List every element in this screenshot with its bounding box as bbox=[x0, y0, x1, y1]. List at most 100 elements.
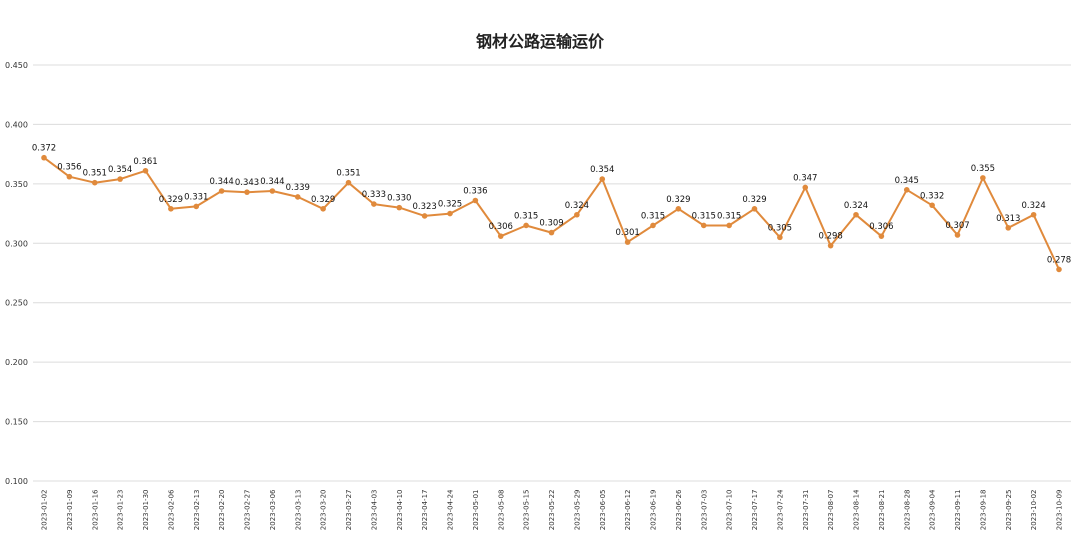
data-label: 0.324 bbox=[1021, 201, 1045, 211]
x-tick-label: 2023-04-03 bbox=[370, 490, 378, 531]
data-point bbox=[523, 222, 529, 229]
data-label: 0.324 bbox=[565, 201, 589, 211]
data-label: 0.354 bbox=[590, 165, 614, 175]
gridlines bbox=[33, 64, 1071, 482]
data-label: 0.315 bbox=[717, 211, 741, 221]
x-tick-label: 2023-06-12 bbox=[624, 490, 632, 531]
data-point bbox=[396, 204, 403, 211]
chart-title: 钢材公路运输运价 bbox=[476, 32, 605, 51]
data-label: 0.336 bbox=[463, 186, 487, 196]
x-tick-label: 2023-04-24 bbox=[447, 489, 455, 530]
x-tick-label: 2023-06-26 bbox=[675, 489, 683, 530]
data-label: 0.278 bbox=[1047, 255, 1071, 265]
data-point bbox=[878, 233, 885, 239]
data-point bbox=[954, 232, 961, 238]
x-axis-ticks: 2023-01-02 2023-01-09 2023-01-16 2023-01-23… bbox=[41, 489, 1064, 530]
data-label: 0.309 bbox=[539, 219, 563, 229]
data-point bbox=[1030, 211, 1037, 218]
data-label: 0.345 bbox=[895, 176, 919, 186]
data-point bbox=[294, 194, 301, 200]
data-label: 0.351 bbox=[83, 169, 107, 179]
data-point bbox=[574, 211, 580, 218]
x-tick-label: 2023-03-20 bbox=[320, 490, 328, 531]
data-label: 0.325 bbox=[438, 200, 462, 210]
x-tick-label: 2023-05-15 bbox=[523, 490, 531, 531]
data-point bbox=[599, 176, 606, 182]
data-point bbox=[41, 154, 47, 161]
x-tick-label: 2023-10-09 bbox=[1056, 490, 1064, 531]
x-tick-label: 2023-07-03 bbox=[700, 490, 708, 531]
x-tick-label: 2023-06-05 bbox=[599, 490, 607, 531]
y-tick-label: 0.350 bbox=[5, 180, 28, 189]
data-label: 0.329 bbox=[311, 195, 335, 205]
x-tick-label: 2023-10-02 bbox=[1030, 490, 1038, 531]
data-point bbox=[269, 188, 276, 194]
x-tick-label: 2023-01-30 bbox=[142, 490, 150, 531]
data-label: 0.329 bbox=[742, 195, 766, 205]
data-label: 0.361 bbox=[133, 157, 157, 167]
data-point bbox=[1056, 266, 1062, 273]
x-tick-label: 2023-02-27 bbox=[244, 490, 252, 531]
data-point bbox=[447, 210, 453, 217]
data-label: 0.306 bbox=[869, 222, 893, 232]
series-line bbox=[43, 156, 1060, 270]
data-point bbox=[624, 239, 631, 245]
y-axis-ticks: 0.100 0.150 0.200 0.250 0.300 0.350 0.400 0.450 bbox=[5, 61, 28, 486]
data-label: 0.332 bbox=[920, 191, 944, 201]
data-label: 0.343 bbox=[235, 178, 259, 188]
x-tick-label: 2023-05-29 bbox=[573, 490, 581, 531]
data-point bbox=[472, 197, 479, 204]
data-label: 0.315 bbox=[692, 211, 716, 221]
x-tick-label: 2023-04-10 bbox=[396, 490, 404, 531]
data-label: 0.330 bbox=[387, 194, 411, 204]
data-label: 0.307 bbox=[945, 221, 969, 231]
data-label: 0.324 bbox=[844, 201, 868, 211]
y-tick-label: 0.450 bbox=[5, 61, 28, 70]
y-tick-label: 0.150 bbox=[5, 418, 28, 427]
x-tick-label: 2023-06-19 bbox=[650, 490, 658, 531]
data-point bbox=[548, 229, 555, 236]
data-point bbox=[142, 167, 149, 174]
x-tick-label: 2023-03-27 bbox=[345, 490, 353, 531]
x-tick-label: 2023-05-22 bbox=[548, 490, 556, 531]
x-tick-label: 2023-08-14 bbox=[853, 489, 861, 530]
data-point bbox=[675, 206, 682, 212]
data-label: 0.298 bbox=[818, 232, 842, 242]
x-tick-label: 2023-01-09 bbox=[66, 490, 74, 531]
data-label: 0.306 bbox=[489, 222, 513, 232]
data-label: 0.339 bbox=[286, 183, 310, 193]
data-point bbox=[700, 222, 707, 229]
x-tick-label: 2023-04-17 bbox=[421, 490, 429, 531]
y-tick-label: 0.250 bbox=[5, 299, 28, 308]
data-label: 0.372 bbox=[32, 144, 56, 154]
data-point bbox=[168, 206, 174, 212]
data-label: 0.323 bbox=[412, 202, 436, 212]
x-tick-label: 2023-01-16 bbox=[91, 489, 99, 530]
x-tick-label: 2023-09-25 bbox=[1005, 490, 1013, 531]
data-point bbox=[66, 173, 73, 180]
x-tick-label: 2023-07-31 bbox=[802, 490, 810, 531]
x-tick-label: 2023-09-11 bbox=[954, 490, 962, 531]
data-point bbox=[929, 202, 935, 209]
data-point bbox=[726, 222, 732, 229]
y-tick-label: 0.100 bbox=[5, 477, 28, 486]
x-tick-label: 2023-08-07 bbox=[827, 490, 835, 531]
data-label: 0.333 bbox=[362, 190, 386, 200]
x-tick-label: 2023-01-23 bbox=[117, 490, 125, 531]
data-label: 0.344 bbox=[260, 177, 284, 187]
data-label: 0.329 bbox=[159, 195, 183, 205]
data-label: 0.351 bbox=[336, 169, 360, 179]
x-tick-label: 2023-08-21 bbox=[878, 490, 886, 531]
data-point bbox=[827, 242, 834, 249]
data-point bbox=[421, 213, 428, 219]
data-point bbox=[802, 184, 809, 191]
x-tick-label: 2023-09-18 bbox=[979, 490, 987, 531]
data-point bbox=[751, 206, 758, 212]
data-label: 0.301 bbox=[615, 228, 639, 238]
x-tick-label: 2023-07-24 bbox=[776, 489, 784, 530]
data-point bbox=[777, 234, 783, 241]
data-point bbox=[497, 233, 504, 239]
x-tick-label: 2023-05-01 bbox=[472, 490, 480, 531]
